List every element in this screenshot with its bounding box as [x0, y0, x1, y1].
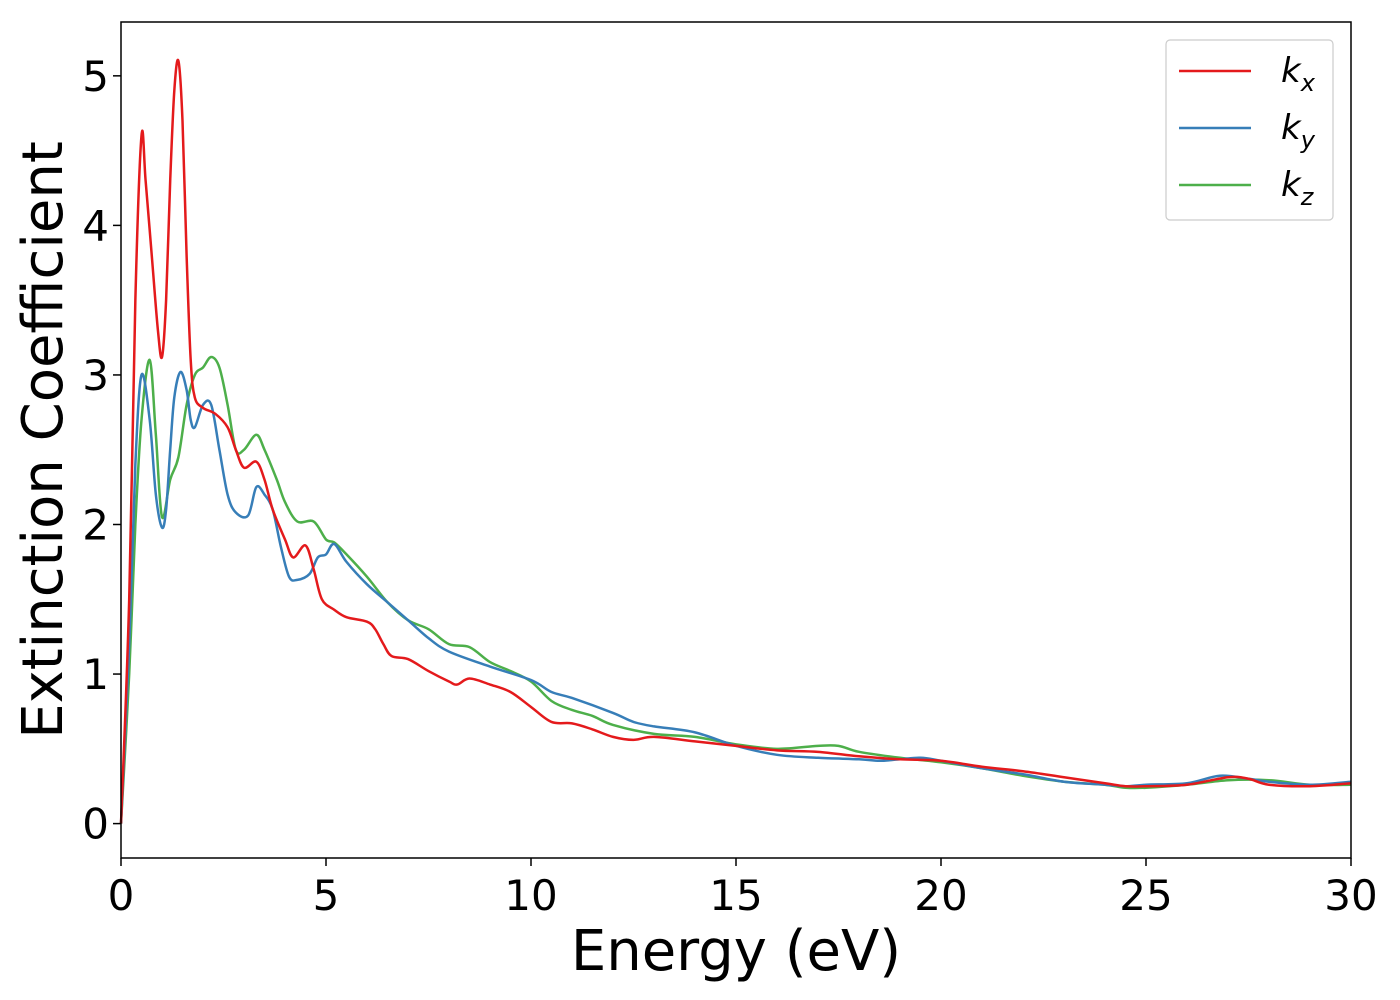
- y-tick-label: 0: [82, 800, 109, 849]
- x-tick-label: 5: [313, 871, 340, 920]
- y-tick-label: 2: [82, 500, 109, 549]
- y-tick-label: 1: [82, 650, 109, 699]
- x-tick-label: 10: [504, 871, 557, 920]
- y-tick-label: 5: [82, 52, 109, 101]
- series-layer: [119, 58, 1352, 824]
- series-line-k-y: [119, 370, 1352, 824]
- x-tick-label: 30: [1324, 871, 1377, 920]
- series-line-k-x: [119, 58, 1352, 824]
- x-tick-label: 0: [108, 871, 135, 920]
- y-tick-label: 3: [82, 351, 109, 400]
- y-axis-ticks: 0 1 2 3 4 5: [82, 52, 121, 849]
- x-axis-label: Energy (eV): [571, 919, 901, 984]
- x-axis-ticks: 0 5 10 15 20 25 30: [108, 858, 1378, 920]
- y-tick-label: 4: [82, 201, 109, 250]
- x-tick-label: 20: [914, 871, 967, 920]
- x-tick-label: 15: [709, 871, 762, 920]
- y-axis-label: Extinction Coefficient: [11, 141, 76, 739]
- legend-box: [1165, 39, 1334, 221]
- x-tick-label: 25: [1119, 871, 1172, 920]
